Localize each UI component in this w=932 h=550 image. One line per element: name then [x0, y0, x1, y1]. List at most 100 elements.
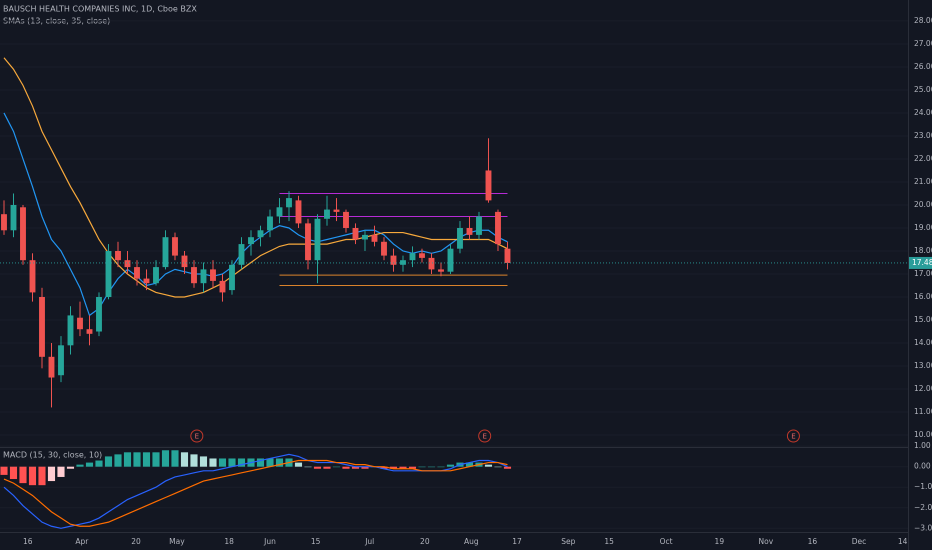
histogram-bar: [95, 460, 103, 467]
histogram-bar: [351, 466, 360, 469]
histogram-bar: [171, 450, 179, 467]
candle-body: [295, 200, 302, 224]
x-tick-label: Oct: [660, 537, 673, 546]
candle-body: [219, 280, 226, 293]
histogram-bar: [152, 452, 160, 467]
candle-body: [276, 207, 283, 217]
candle-body: [409, 253, 416, 261]
x-tick-label: Apr: [75, 537, 89, 546]
histogram-bar: [399, 466, 407, 469]
histogram-bar: [275, 458, 284, 467]
indicator-line: [3, 57, 508, 298]
y-tick-label: 16.00: [914, 292, 932, 301]
candle-body: [162, 237, 169, 268]
candle-body: [77, 317, 83, 330]
earnings-label: E: [482, 433, 486, 441]
histogram-bar: [313, 466, 322, 469]
candle-body: [267, 216, 273, 231]
histogram-bar: [256, 458, 265, 467]
histogram-bar: [199, 456, 208, 467]
x-tick-label: Nov: [759, 537, 774, 546]
x-tick-label: Jul: [364, 537, 374, 546]
candle-body: [428, 257, 435, 270]
histogram-bar: [418, 466, 426, 468]
candle-body: [485, 170, 492, 201]
x-tick-label: 15: [311, 537, 321, 546]
y-tick-label: 1.00: [914, 441, 931, 450]
histogram-bar: [47, 466, 56, 482]
earnings-marker: [786, 429, 800, 443]
y-tick-label: 10.00: [914, 430, 932, 439]
x-tick-label: Dec: [852, 537, 867, 546]
candle-body: [210, 269, 216, 281]
candle-body: [20, 207, 26, 261]
macd-legend: MACD (15, 30, close, 10): [3, 451, 102, 460]
candle-body: [248, 237, 254, 245]
histogram-bar: [142, 452, 151, 467]
y-tick-label: 19.00: [914, 223, 932, 232]
histogram-bar: [85, 462, 94, 467]
histogram-bar: [465, 462, 474, 467]
histogram-bar: [494, 466, 502, 468]
x-tick-label: 14: [898, 537, 908, 546]
histogram-bar: [266, 458, 274, 467]
candle-body: [86, 329, 93, 334]
candle-body: [143, 278, 150, 284]
candle-body: [200, 269, 207, 284]
x-tick-label: 17: [512, 537, 522, 546]
candle-body: [96, 297, 102, 332]
candle-body: [419, 253, 425, 258]
candle-body: [115, 250, 121, 261]
x-tick-label: 16: [808, 537, 818, 546]
histogram-bar: [323, 466, 331, 469]
histogram-bar: [437, 466, 445, 468]
candle-body: [352, 227, 359, 240]
indicator-line: [3, 112, 508, 317]
histogram-bar: [114, 454, 122, 467]
candle-body: [476, 216, 482, 235]
candle-body: [48, 356, 55, 378]
candle-body: [124, 260, 131, 268]
candle-body: [39, 297, 45, 357]
y-tick-label: 11.00: [914, 407, 932, 416]
candle-body: [371, 234, 378, 242]
x-tick-label: May: [169, 537, 185, 546]
histogram-bar: [161, 450, 170, 467]
x-tick-label: 18: [224, 537, 234, 546]
last-price-label: 17.48: [912, 258, 932, 267]
indicator-line: [3, 459, 508, 527]
candle-body: [229, 264, 235, 291]
y-tick-label: 26.00: [914, 62, 932, 71]
candle-body: [1, 214, 7, 231]
histogram-bar: [104, 456, 113, 467]
chart-title: BAUSCH HEALTH COMPANIES INC, 1D, Cboe BZ…: [3, 5, 197, 14]
candle-body: [343, 211, 349, 228]
histogram-bar: [38, 466, 46, 486]
y-tick-label: 20.00: [914, 200, 932, 209]
x-tick-label: Sep: [561, 537, 575, 546]
candle-body: [324, 209, 330, 219]
candle-body: [381, 241, 387, 256]
histogram-bar: [123, 452, 132, 467]
candle-body: [58, 345, 64, 376]
histogram-bar: [9, 466, 18, 480]
earnings-label: E: [791, 433, 795, 441]
histogram-bar: [57, 466, 65, 477]
histogram-bar: [228, 458, 236, 467]
y-tick-label: 0.00: [914, 462, 931, 471]
histogram-bar: [66, 466, 75, 469]
y-tick-label: 23.00: [914, 131, 932, 140]
histogram-bar: [237, 458, 246, 467]
candle-body: [390, 255, 397, 265]
y-tick-label: 13.00: [914, 361, 932, 370]
histogram-bar: [133, 452, 141, 467]
x-tick-label: 16: [23, 537, 33, 546]
x-tick-label: Aug: [464, 537, 479, 546]
y-tick-label: 17.00: [914, 269, 932, 278]
histogram-bar: [389, 466, 398, 469]
y-tick-label: 18.00: [914, 246, 932, 255]
earnings-marker: [190, 429, 204, 443]
y-tick-label: 27.00: [914, 39, 932, 48]
y-tick-label: 28.00: [914, 16, 932, 25]
